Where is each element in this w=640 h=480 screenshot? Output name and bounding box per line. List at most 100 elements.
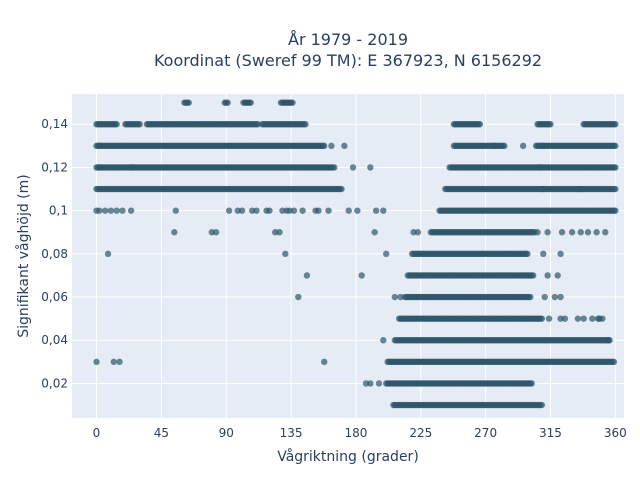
data-point bbox=[225, 207, 233, 214]
data-point bbox=[325, 207, 332, 214]
data-point bbox=[491, 142, 498, 150]
data-point bbox=[593, 229, 600, 236]
data-point bbox=[113, 207, 120, 214]
data-point bbox=[367, 380, 374, 387]
data-point bbox=[238, 207, 246, 214]
data-point bbox=[545, 315, 553, 322]
chart-title-line1: År 1979 - 2019 bbox=[288, 30, 408, 49]
data-point bbox=[414, 229, 422, 236]
data-point bbox=[541, 293, 548, 301]
y-tick-labels: 0,02 0,04 0,06 0,08 0,1 0,12 0,14 bbox=[41, 117, 68, 390]
x-tick-label: 225 bbox=[409, 426, 432, 440]
data-point bbox=[602, 229, 609, 236]
data-point bbox=[101, 207, 109, 214]
data-point bbox=[612, 207, 619, 214]
data-point bbox=[129, 164, 136, 171]
data-point bbox=[576, 185, 583, 193]
data-point bbox=[321, 142, 328, 150]
data-point bbox=[375, 380, 383, 387]
data-point bbox=[289, 99, 296, 106]
data-point bbox=[554, 272, 561, 279]
data-point bbox=[96, 164, 103, 171]
data-point bbox=[540, 142, 547, 150]
data-point bbox=[341, 142, 348, 150]
data-point bbox=[349, 164, 357, 171]
data-point bbox=[93, 358, 100, 366]
data-point bbox=[172, 207, 179, 214]
x-tick-label: 360 bbox=[604, 426, 627, 440]
x-axis-title: Vågriktning (grader) bbox=[277, 448, 419, 465]
x-tick-label: 0 bbox=[93, 426, 101, 440]
data-point bbox=[540, 250, 547, 258]
data-point bbox=[604, 337, 612, 344]
data-point bbox=[501, 142, 508, 150]
data-point bbox=[113, 121, 120, 128]
chart-title-line2: Koordinat (Sweref 99 TM): E 367923, N 61… bbox=[154, 51, 542, 70]
data-point bbox=[282, 250, 289, 258]
x-tick-label: 315 bbox=[539, 426, 562, 440]
data-point bbox=[544, 272, 551, 279]
x-tick-label: 270 bbox=[474, 426, 497, 440]
x-tick-label: 135 bbox=[280, 426, 303, 440]
data-point bbox=[547, 121, 554, 128]
data-point bbox=[540, 185, 547, 193]
data-point bbox=[519, 142, 527, 150]
data-point bbox=[104, 250, 112, 258]
data-point bbox=[96, 207, 103, 214]
y-tick-label: 0,12 bbox=[41, 160, 68, 174]
data-point bbox=[299, 207, 306, 214]
data-point bbox=[561, 315, 569, 322]
data-point bbox=[96, 142, 103, 150]
data-point bbox=[371, 229, 378, 236]
data-point bbox=[354, 207, 361, 214]
x-tick-labels: 0 45 90 135 180 225 270 315 360 bbox=[93, 426, 627, 440]
data-point bbox=[476, 121, 484, 128]
data-point bbox=[276, 229, 283, 236]
data-point bbox=[315, 207, 322, 214]
data-point bbox=[171, 229, 178, 236]
data-point bbox=[537, 164, 544, 171]
y-axis-title: Signifikant våghöjd (m) bbox=[15, 174, 32, 337]
data-point bbox=[302, 121, 309, 128]
data-point bbox=[110, 358, 117, 366]
y-tick-label: 0,14 bbox=[41, 117, 68, 131]
data-point bbox=[528, 380, 535, 387]
x-tick-label: 180 bbox=[344, 426, 367, 440]
data-point bbox=[391, 293, 399, 301]
data-point bbox=[331, 164, 338, 171]
data-point bbox=[397, 293, 404, 301]
x-tick-label: 45 bbox=[154, 426, 169, 440]
data-point bbox=[612, 164, 619, 171]
data-point bbox=[380, 207, 387, 214]
data-point bbox=[538, 401, 546, 409]
data-point bbox=[338, 185, 345, 193]
y-tick-label: 0,08 bbox=[41, 247, 68, 261]
data-point bbox=[127, 207, 135, 214]
data-point bbox=[303, 272, 311, 279]
data-point bbox=[212, 229, 220, 236]
data-point bbox=[551, 293, 559, 301]
data-point bbox=[580, 315, 587, 322]
data-point bbox=[527, 293, 534, 301]
data-point bbox=[612, 121, 619, 128]
data-point bbox=[367, 164, 374, 171]
data-point bbox=[295, 293, 302, 301]
data-point bbox=[568, 229, 576, 236]
x-tick-label: 90 bbox=[219, 426, 234, 440]
data-point bbox=[358, 272, 365, 279]
y-tick-label: 0,04 bbox=[41, 333, 68, 347]
data-point bbox=[524, 250, 531, 258]
data-point bbox=[345, 207, 352, 214]
data-point bbox=[589, 315, 596, 322]
data-point bbox=[534, 229, 541, 236]
data-point bbox=[574, 315, 582, 322]
data-point bbox=[116, 358, 123, 366]
data-point bbox=[372, 207, 380, 214]
data-point bbox=[544, 229, 551, 236]
data-point bbox=[136, 121, 143, 128]
data-point bbox=[290, 207, 298, 214]
data-points bbox=[93, 99, 619, 409]
data-point bbox=[107, 207, 115, 214]
